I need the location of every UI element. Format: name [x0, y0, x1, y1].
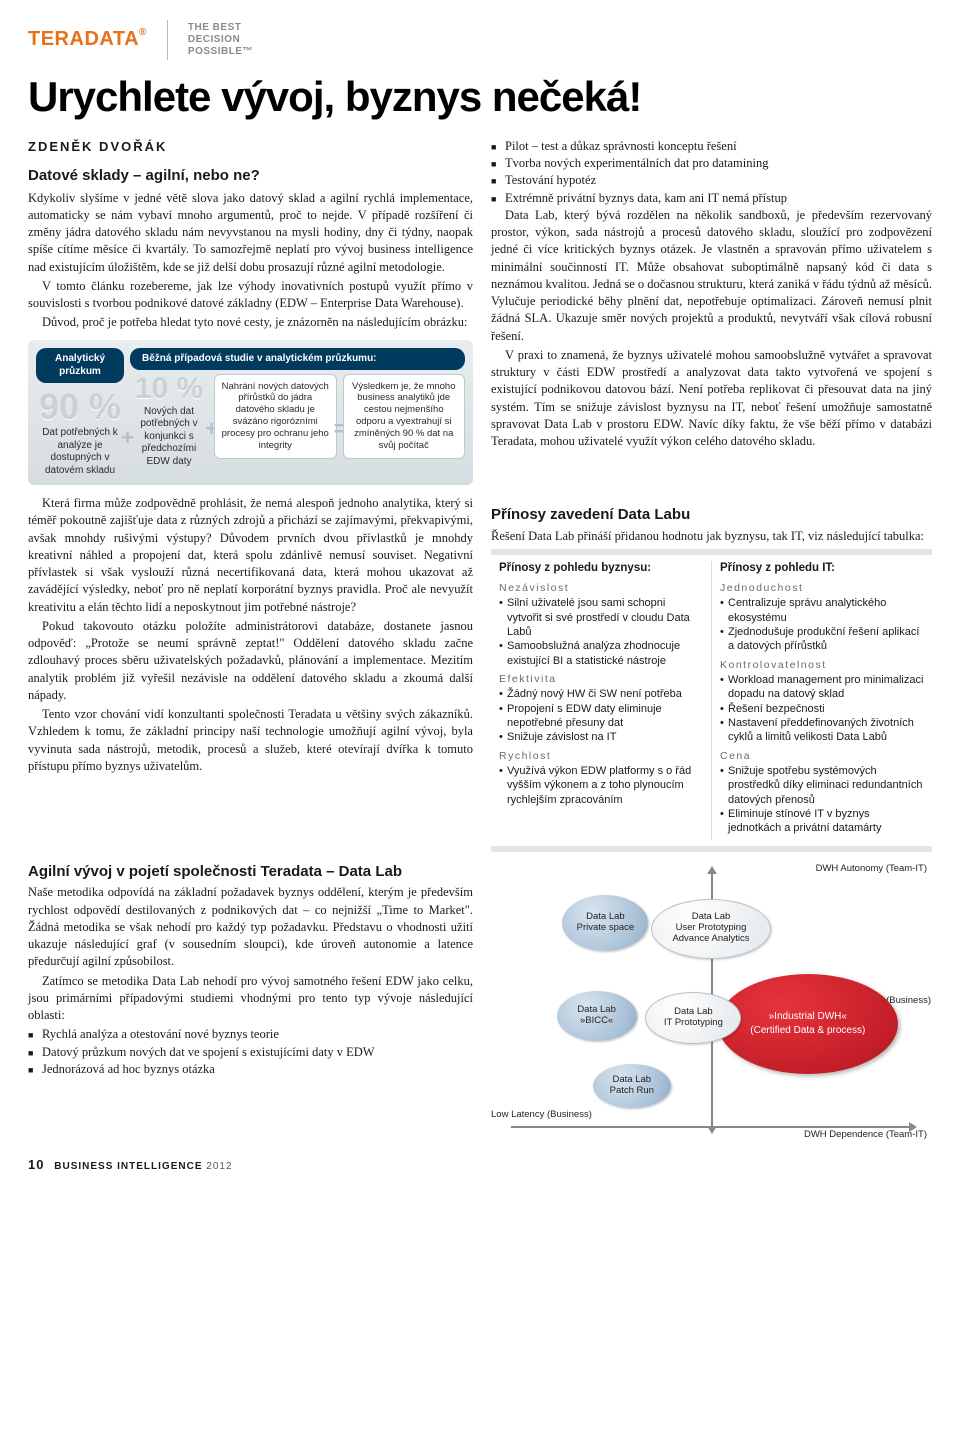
benefits-table: Přínosy z pohledu byznysu: NezávislostSi…	[491, 549, 932, 851]
benefits-head-business: Přínosy z pohledu byznysu:	[499, 561, 703, 577]
intro-p2: V tomto článku rozebereme, jak lze výhod…	[28, 278, 473, 313]
list-item: Pilot – test a důkaz správnosti konceptu…	[491, 138, 932, 155]
list-item: Jednorázová ad hoc byznys otázka	[28, 1061, 473, 1078]
list-item: Využívá výkon EDW platformy s o řád vyšš…	[499, 764, 703, 807]
ig1-card-1: Nahrání nových datových přírůstků do jád…	[214, 374, 337, 459]
list-item: Testování hypotéz	[491, 172, 932, 189]
ig1-tab-1: Analytický průzkum	[36, 348, 124, 384]
infographic-case-study: Analytický průzkum 90 % Dat potřebných k…	[28, 340, 473, 486]
list-item: Datový průzkum nových dat ve spojení s e…	[28, 1044, 473, 1061]
footer-magazine: BUSINESS INTELLIGENCE	[54, 1161, 202, 1172]
list-item: Rychlá analýza a otestování nové byznys …	[28, 1026, 473, 1043]
axis-label-top: DWH Autonomy (Team-IT)	[816, 862, 927, 875]
benefit-group-title: Jednoduchost	[720, 581, 924, 595]
page-title: Urychlete vývoj, byznys nečeká!	[28, 68, 932, 126]
list-item: Zjednodušuje produkční řešení aplikací a…	[720, 625, 924, 654]
axis-label-left: Low Latency (Business)	[491, 1108, 592, 1121]
lower-col-right: DWH Autonomy (Team-IT) DWH Dependence (T…	[491, 852, 932, 1142]
ig1-card-2: Výsledkem je, že mnoho business analytik…	[343, 374, 466, 459]
benefit-group-list: Silní uživatelé jsou sami schopni vytvoř…	[499, 596, 703, 667]
diagram-bubble: Data LabPatch Run	[593, 1064, 671, 1108]
ig1-col-3: Nahrání nových datových přírůstků do jád…	[214, 348, 337, 469]
right-p2: V praxi to znamená, že byznys uživatelé …	[491, 347, 932, 451]
list-item: Centralizuje správu analytického ekosyst…	[720, 596, 924, 625]
list-item: Propojení s EDW daty eliminuje nepotřebn…	[499, 702, 703, 731]
page-number: 10	[28, 1157, 44, 1172]
lower-p7: Naše metodika odpovídá na základní požad…	[28, 884, 473, 970]
tagline-line-3: POSSIBLE™	[188, 46, 253, 58]
benefits-col-it: Přínosy z pohledu IT: JednoduchostCentra…	[711, 561, 932, 839]
ig1-col-1: Analytický průzkum 90 % Dat potřebných k…	[36, 348, 124, 478]
list-item: Žádný nový HW či SW není potřeba	[499, 687, 703, 701]
right-bullets-top: Pilot – test a důkaz správnosti konceptu…	[491, 138, 932, 207]
page-footer: 10 BUSINESS INTELLIGENCE 2012	[28, 1156, 932, 1174]
ig1-col-4: Výsledkem je, že mnoho business analytik…	[343, 348, 466, 469]
tagline-divider	[167, 20, 168, 60]
benefits-col-business: Přínosy z pohledu byznysu: NezávislostSi…	[491, 561, 711, 839]
diagram-bubble: Data LabPrivate space	[562, 895, 648, 951]
benefit-group-title: Cena	[720, 749, 924, 763]
intro-p3: Důvod, proč je potřeba hledat tyto nové …	[28, 314, 473, 331]
ig1-col1-text: Dat potřebných k analýze je dostupných v…	[36, 427, 124, 477]
list-item: Samoobslužná analýza zhodnocuje existují…	[499, 639, 703, 668]
benefit-group-title: Efektivita	[499, 672, 703, 686]
list-item: Extrémně privátní byznys data, kam ani I…	[491, 190, 932, 207]
benefit-group-list: Workload management pro minimalizaci dop…	[720, 673, 924, 744]
benefit-group-list: Žádný nový HW či SW není potřebaPropojen…	[499, 687, 703, 744]
ig1-col-2: 10 % Nových dat potřebných v konjunkci s…	[130, 348, 208, 469]
list-item: Snižuje spotřebu systémových prostředků …	[720, 764, 924, 807]
intro-subheading: Datové sklady – agilní, nebo ne?	[28, 166, 473, 187]
benefit-group-title: Rychlost	[499, 749, 703, 763]
diagram-bubble: Data LabUser PrototypingAdvance Analytic…	[651, 899, 771, 959]
list-item: Workload management pro minimalizaci dop…	[720, 673, 924, 702]
mid-p4: Která firma může zodpovědně prohlásit, ž…	[28, 495, 473, 616]
benefit-group-list: Centralizuje správu analytického ekosyst…	[720, 596, 924, 653]
lower-p8: Zatímco se metodika Data Lab nehodí pro …	[28, 973, 473, 1025]
mid-col-left: Která firma může zodpovědně prohlásit, ž…	[28, 495, 473, 851]
ig1-10pct: 10 %	[135, 374, 203, 404]
mid-columns: Která firma může zodpovědně prohlásit, ž…	[28, 495, 932, 851]
logo-wordmark: TERADATA	[28, 28, 139, 50]
brand-header: TERADATA® THE BEST DECISION POSSIBLE™	[28, 20, 932, 60]
teradata-logo: TERADATA®	[28, 26, 147, 54]
right-p3: Řešení Data Lab přináší přidanou hodnotu…	[491, 528, 932, 545]
mid-p6: Tento vzor chování vidí konzultanti spol…	[28, 706, 473, 775]
footer-year: 2012	[206, 1161, 232, 1172]
ig1-col-group: Běžná případová studie v analytickém prů…	[130, 348, 465, 478]
list-item: Tvorba nových experimentálních dat pro d…	[491, 155, 932, 172]
right-p1: Data Lab, který bývá rozdělen na několik…	[491, 207, 932, 345]
benefit-group-list: Snižuje spotřebu systémových prostředků …	[720, 764, 924, 835]
section-datalab-heading: Agilní vývoj v pojetí společnosti Terada…	[28, 862, 473, 883]
list-item: Řešení bezpečnosti	[720, 702, 924, 716]
diagram-industrial-dwh: »Industrial DWH«(Certified Data & proces…	[718, 974, 898, 1074]
mid-p5: Pokud takovouto otázku položíte administ…	[28, 618, 473, 704]
list-item: Nastavení předdefinovaných životních cyk…	[720, 716, 924, 745]
author-name: ZDENĚK DVOŘÁK	[28, 138, 473, 156]
mid-col-right: Přínosy zavedení Data Labu Řešení Data L…	[491, 495, 932, 851]
tagline-line-1: THE BEST	[188, 22, 253, 34]
benefit-group-title: Kontrolovatelnost	[720, 658, 924, 672]
tagline: THE BEST DECISION POSSIBLE™	[188, 22, 253, 58]
diagram-bubble: Data Lab»BICC«	[557, 991, 637, 1041]
benefit-group-list: Využívá výkon EDW platformy s o řád vyšš…	[499, 764, 703, 807]
tagline-line-2: DECISION	[188, 34, 253, 46]
section-benefits-heading: Přínosy zavedení Data Labu	[491, 505, 932, 526]
benefits-head-it: Přínosy z pohledu IT:	[720, 561, 924, 577]
intro-p1: Kdykoliv slyšíme v jedné větě slova jako…	[28, 190, 473, 276]
ig1-col2-text: Nových dat potřebných v konjunkci s před…	[130, 406, 208, 469]
left-bullets-areas: Rychlá analýza a otestování nové byznys …	[28, 1026, 473, 1078]
list-item: Snižuje závislost na IT	[499, 730, 703, 744]
list-item: Eliminuje stínové IT v byznys jednotkách…	[720, 807, 924, 836]
logo-registered: ®	[139, 27, 147, 38]
ig1-90pct: 90 %	[39, 389, 121, 425]
upper-col-right: Pilot – test a důkaz správnosti konceptu…	[491, 138, 932, 495]
upper-columns: ZDENĚK DVOŘÁK Datové sklady – agilní, ne…	[28, 138, 932, 495]
lower-col-left: Agilní vývoj v pojetí společnosti Terada…	[28, 852, 473, 1142]
benefit-group-title: Nezávislost	[499, 581, 703, 595]
upper-col-left: ZDENĚK DVOŘÁK Datové sklady – agilní, ne…	[28, 138, 473, 495]
list-item: Silní uživatelé jsou sami schopni vytvoř…	[499, 596, 703, 639]
axis-label-bottom: DWH Dependence (Team-IT)	[804, 1128, 927, 1141]
quadrant-diagram: DWH Autonomy (Team-IT) DWH Dependence (T…	[491, 862, 931, 1142]
lower-columns: Agilní vývoj v pojetí společnosti Terada…	[28, 852, 932, 1142]
